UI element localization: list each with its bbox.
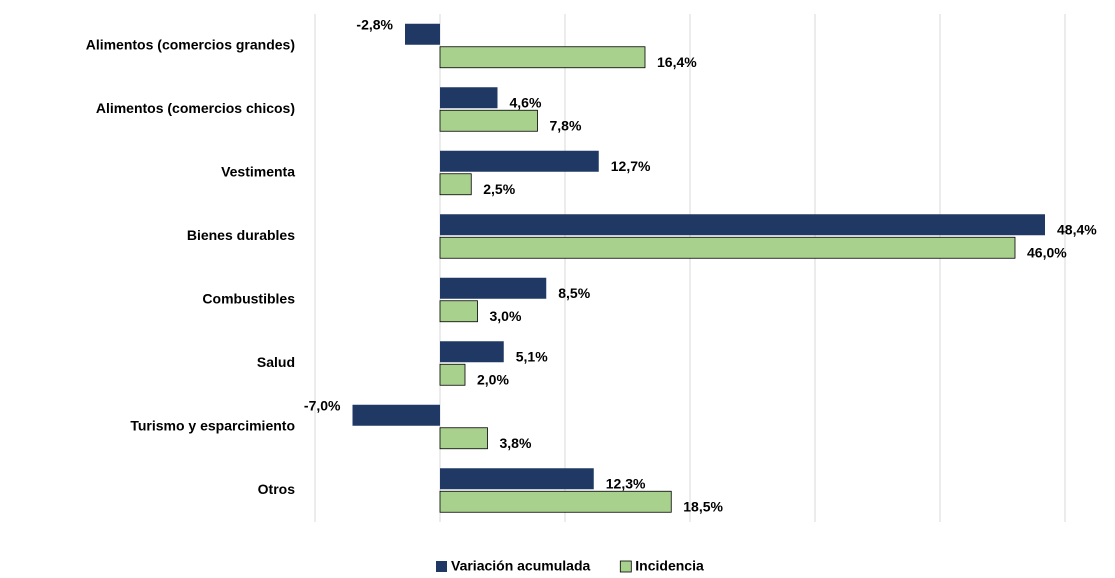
legend-swatch	[436, 561, 447, 572]
data-label: 2,0%	[477, 371, 509, 387]
bar	[439, 109, 538, 132]
category-label: Vestimenta	[221, 163, 295, 179]
bar	[439, 490, 672, 513]
category-label: Turismo y esparcimiento	[130, 417, 295, 433]
data-label: 4,6%	[510, 94, 542, 110]
bar	[439, 300, 478, 323]
legend-label: Variación acumulada	[451, 558, 590, 574]
data-label: -7,0%	[304, 397, 341, 413]
data-label: 3,8%	[500, 435, 532, 451]
category-label: Alimentos (comercios chicos)	[96, 100, 295, 116]
bar	[439, 46, 646, 69]
bar	[352, 404, 440, 426]
category-label: Alimentos (comercios grandes)	[86, 36, 295, 52]
data-label: 48,4%	[1057, 221, 1097, 237]
data-label: 12,3%	[606, 475, 646, 491]
bar	[440, 214, 1045, 236]
bar	[439, 236, 1016, 259]
bar	[439, 427, 488, 450]
data-label: 46,0%	[1027, 244, 1067, 260]
category-label: Combustibles	[202, 290, 295, 306]
category-label: Otros	[258, 481, 296, 497]
data-label: 16,4%	[657, 54, 697, 70]
data-label: -2,8%	[356, 16, 393, 32]
legend-label: Incidencia	[635, 558, 704, 574]
bar	[440, 468, 594, 490]
legend-swatch	[619, 560, 632, 573]
data-label: 7,8%	[550, 117, 582, 133]
bar	[439, 363, 466, 386]
bar	[440, 277, 547, 299]
data-label: 2,5%	[483, 181, 515, 197]
category-label: Bienes durables	[187, 227, 295, 243]
bar	[405, 23, 440, 45]
data-label: 18,5%	[683, 498, 723, 514]
category-label: Salud	[257, 354, 295, 370]
data-label: 12,7%	[611, 158, 651, 174]
data-label: 5,1%	[516, 348, 548, 364]
bar	[440, 341, 504, 363]
data-label: 8,5%	[558, 285, 590, 301]
bar	[440, 150, 599, 172]
data-label: 3,0%	[490, 308, 522, 324]
bar	[439, 173, 472, 196]
bar	[440, 87, 498, 109]
